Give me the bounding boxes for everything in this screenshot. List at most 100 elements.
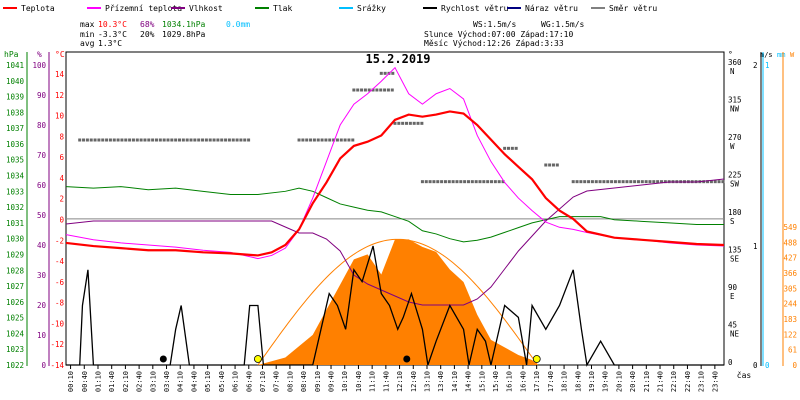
wind-dir-mark: [309, 138, 313, 142]
y-tick-label: 50: [37, 211, 47, 220]
y-tick-label: 30: [37, 271, 47, 280]
y-tick-label: -4: [55, 257, 65, 266]
wind-dir-mark: [587, 180, 591, 184]
x-tick-label: 03:40: [163, 371, 171, 392]
wind-dir-mark: [571, 180, 575, 184]
x-tick-label: 07:10: [259, 371, 267, 392]
dir-tick-name: E: [730, 292, 735, 301]
y-tick-label: 1029: [6, 250, 24, 259]
dir-tick-deg: 315: [728, 96, 742, 105]
wind-dir-mark: [386, 88, 390, 92]
wind-dir-mark: [332, 138, 336, 142]
wind-dir-mark: [617, 180, 621, 184]
x-tick-label: 02:10: [122, 371, 130, 392]
stats-max-temp: 10.3°C: [98, 20, 127, 29]
wind-dir-mark: [231, 138, 235, 142]
wind-dir-mark: [170, 138, 174, 142]
wind-dir-mark: [178, 138, 182, 142]
moonrise-marker: [403, 355, 411, 363]
x-tick-label: 12:40: [410, 371, 418, 392]
wind-dir-mark: [602, 180, 606, 184]
wm2-tick-label: 183: [783, 315, 797, 324]
x-tick-label: 22:40: [684, 371, 692, 392]
wind-dir-mark: [501, 180, 505, 184]
wind-dir-mark: [466, 180, 470, 184]
stats-min-label: min: [80, 30, 95, 39]
x-tick-label: 18:40: [574, 371, 582, 392]
wind-dir-mark: [204, 138, 208, 142]
wind-dir-mark: [305, 138, 309, 142]
y-tick-label: 10: [55, 112, 65, 121]
wind-dir-mark: [463, 180, 467, 184]
wind-dir-mark: [82, 138, 86, 142]
wm2-tick-label: 488: [783, 238, 797, 247]
wind-dir-mark: [216, 138, 220, 142]
x-tick-label: 04:10: [177, 371, 185, 392]
x-tick-label: 17:10: [533, 371, 541, 392]
wind-dir-mark: [459, 180, 463, 184]
y-tick-label: 40: [37, 241, 47, 250]
x-tick-label: 07:40: [273, 371, 281, 392]
plot-area: [65, 66, 725, 367]
wind-dir-mark: [212, 138, 216, 142]
wind-dir-mark: [648, 180, 652, 184]
x-axis-label: čas: [737, 370, 752, 380]
y-tick-label: 1027: [6, 282, 24, 291]
dir-tick-name: SW: [730, 180, 740, 189]
info-slunce: Slunce Východ:07:00 Západ:17:10: [424, 30, 573, 39]
chart-title: 15.2.2019: [365, 52, 430, 66]
wind-dir-mark: [320, 138, 324, 142]
wind-dir-mark: [412, 121, 416, 125]
dir-tick-deg: 270: [728, 133, 742, 142]
stats-max-hum: 68%: [140, 20, 155, 29]
stats-avg-label: avg: [80, 39, 95, 48]
axis-unit-temp: °C: [55, 50, 65, 59]
legend: Teplota Přízemní teplota Vlhkost Tlak Srážky…: [3, 4, 657, 13]
wind-dir-mark: [352, 88, 356, 92]
ms-tick-label: 2: [753, 61, 758, 70]
stats-max-press: 1034.1hPa: [162, 20, 206, 29]
x-tick-label: 20:10: [615, 371, 623, 392]
x-tick-label: 11:10: [369, 371, 377, 392]
info-ws: WS:1.5m/s: [473, 20, 517, 29]
x-tick-label: 05:10: [204, 371, 212, 392]
y-tick-label: -10: [50, 319, 64, 328]
wind-dir-mark: [636, 180, 640, 184]
wind-dir-mark: [633, 180, 637, 184]
x-tick-label: 15:40: [492, 371, 500, 392]
wind-dir-mark: [78, 138, 82, 142]
y-tick-label: 1023: [6, 345, 24, 354]
wind-dir-mark: [490, 180, 494, 184]
wind-dir-mark: [383, 88, 387, 92]
wind-dir-mark: [486, 180, 490, 184]
wind-dir-mark: [606, 180, 610, 184]
y-tick-label: 1024: [6, 329, 25, 338]
axis-unit-hpa: hPa: [4, 50, 19, 59]
wind-dir-mark: [393, 121, 397, 125]
wind-dir-mark: [706, 180, 710, 184]
dir-tick-name: N: [730, 67, 735, 76]
wind-dir-mark: [162, 138, 166, 142]
wind-dir-mark: [652, 180, 656, 184]
dir-tick-deg: 135: [728, 246, 742, 255]
series-přízemní-teplota: [65, 66, 725, 260]
y-tick-label: -8: [55, 299, 65, 308]
wind-dir-mark: [143, 138, 147, 142]
series-teplota: [65, 110, 725, 257]
wind-dir-mark: [432, 180, 436, 184]
wind-dir-mark: [717, 180, 721, 184]
y-tick-label: 1026: [6, 298, 25, 307]
wind-dir-mark: [478, 180, 482, 184]
wind-dir-mark: [185, 138, 189, 142]
y-tick-label: -12: [50, 340, 64, 349]
x-tick-label: 05:40: [218, 371, 226, 392]
y-tick-label: 1041: [6, 61, 24, 70]
wind-dir-mark: [713, 180, 717, 184]
x-tick-label: 00:40: [81, 371, 89, 392]
wind-dir-mark: [640, 180, 644, 184]
wind-dir-mark: [247, 138, 251, 142]
x-tick-label: 08:40: [300, 371, 308, 392]
legend-label: Vlhkost: [189, 4, 223, 13]
solar-theoretical-curve: [257, 238, 538, 366]
wind-dir-mark: [555, 163, 559, 167]
